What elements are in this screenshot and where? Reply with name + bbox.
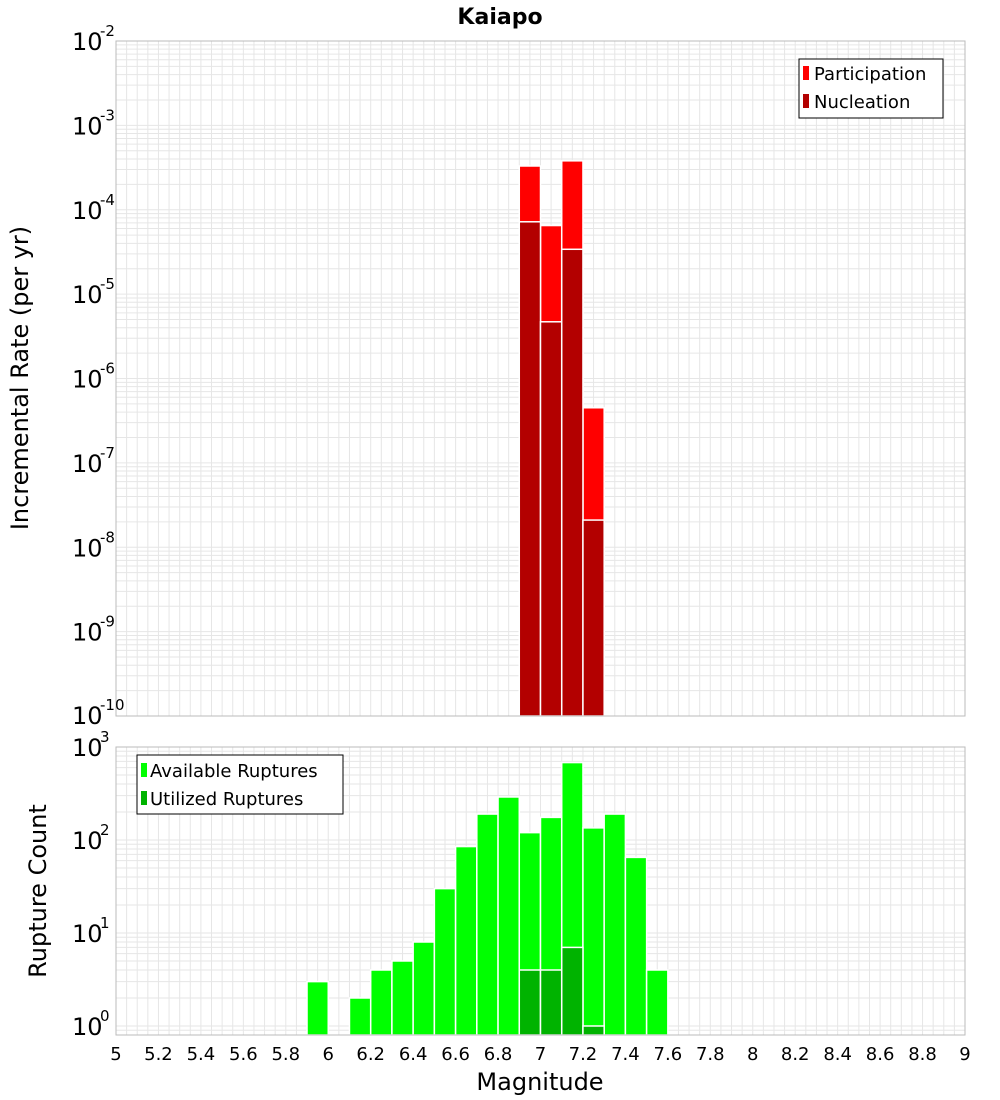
count-legend: Available Ruptures Utilized Ruptures	[136, 754, 344, 815]
rate-bar-nucleation	[560, 248, 584, 717]
count-bar-available-ruptures	[603, 813, 627, 1036]
x-tick-label: 8.2	[781, 1044, 810, 1065]
count-bar-available-ruptures	[348, 997, 372, 1036]
count-bar-available-ruptures	[412, 941, 436, 1036]
x-tick-label: 9	[959, 1044, 970, 1065]
rate-y-tick-exponent: -9	[100, 613, 115, 631]
utilized-ruptures-legend-label: Utilized Ruptures	[150, 789, 303, 810]
chart-title: Kaiapo	[457, 5, 542, 30]
rate-bar-nucleation	[518, 221, 542, 717]
rate-y-tick-exponent: -2	[100, 22, 115, 40]
x-tick-label: 7	[535, 1044, 546, 1065]
count-y-tick-exponent: 1	[100, 914, 110, 932]
x-tick-label: 7.4	[611, 1044, 640, 1065]
count-y-tick-exponent: 2	[100, 821, 110, 839]
count-y-tick-label: 10	[72, 920, 103, 948]
count-bar-available-ruptures	[497, 796, 521, 1036]
count-y-tick-label: 10	[72, 1013, 103, 1041]
x-tick-label: 6	[323, 1044, 334, 1065]
rate-y-tick-exponent: -8	[100, 528, 115, 546]
rate-y-tick-label: 10	[72, 197, 103, 225]
rate-y-tick-exponent: -7	[100, 444, 115, 462]
available-ruptures-legend-label: Available Ruptures	[150, 761, 318, 782]
rate-y-tick-exponent: -3	[100, 106, 115, 124]
rate-y-tick-exponent: -6	[100, 360, 115, 378]
rate-y-tick-label: 10	[72, 619, 103, 647]
count-bar-available-ruptures	[433, 887, 457, 1036]
rate-y-tick-label: 10	[72, 702, 103, 730]
count-y-tick-label: 10	[72, 827, 103, 855]
utilized-ruptures-legend-swatch	[141, 791, 147, 805]
count-y-axis-label: Rupture Count	[24, 804, 52, 978]
x-axis-label: Magnitude	[476, 1068, 603, 1096]
rate-y-tick-label: 10	[72, 366, 103, 394]
x-tick-label: 8	[747, 1044, 758, 1065]
x-tick-label: 6.4	[399, 1044, 428, 1065]
rate-plot-frame	[115, 40, 966, 717]
count-bar-available-ruptures	[369, 969, 393, 1036]
x-tick-label: 6.8	[484, 1044, 513, 1065]
x-tick-label: 5.8	[271, 1044, 300, 1065]
rate-bar-nucleation	[582, 519, 605, 717]
count-y-tick-exponent: 3	[100, 728, 110, 746]
x-tick-label: 7.2	[569, 1044, 598, 1065]
rate-y-tick-label: 10	[72, 28, 103, 56]
rate-y-tick-exponent: -5	[100, 275, 115, 293]
nucleation-legend-swatch	[803, 94, 809, 108]
x-tick-label: 8.8	[908, 1044, 937, 1065]
count-y-tick-exponent: 0	[100, 1007, 110, 1025]
count-bar-utilized-ruptures	[518, 969, 542, 1036]
available-ruptures-legend-swatch	[141, 763, 147, 777]
x-tick-label: 8.4	[823, 1044, 852, 1065]
count-bar-available-ruptures	[454, 845, 478, 1036]
x-tick-label: 5	[110, 1044, 121, 1065]
count-bar-utilized-ruptures	[539, 969, 563, 1036]
count-bar-available-ruptures	[645, 969, 669, 1036]
participation-legend-label: Participation	[814, 64, 926, 85]
count-bar-available-ruptures	[306, 980, 329, 1036]
x-tick-label: 6.6	[441, 1044, 470, 1065]
rate-legend: Participation Nucleation	[798, 58, 944, 119]
rate-y-tick-exponent: -4	[100, 191, 115, 209]
x-tick-label: 6.2	[356, 1044, 385, 1065]
rate-y-tick-label: 10	[72, 450, 103, 478]
x-tick-label: 5.4	[187, 1044, 216, 1065]
x-tick-label: 7.6	[654, 1044, 683, 1065]
count-y-tick-label: 10	[72, 734, 103, 762]
count-bar-available-ruptures	[624, 856, 648, 1036]
count-bar-utilized-ruptures	[560, 946, 584, 1036]
rate-bar-nucleation	[539, 321, 563, 717]
x-tick-label: 7.8	[696, 1044, 725, 1065]
count-bar-available-ruptures	[582, 827, 605, 1036]
rate-y-tick-label: 10	[72, 534, 103, 562]
count-plot-frame	[115, 746, 966, 1036]
count-bar-available-ruptures	[391, 960, 414, 1036]
rate-y-tick-label: 10	[72, 112, 103, 140]
x-tick-label: 5.6	[229, 1044, 258, 1065]
x-tick-label: 5.2	[144, 1044, 173, 1065]
count-bar-utilized-ruptures	[582, 1025, 605, 1036]
rate-legend-box	[798, 58, 944, 119]
rate-y-axis-label: Incremental Rate (per yr)	[6, 226, 34, 530]
rate-panel: 10-210-310-410-510-610-710-810-910-10 In…	[6, 22, 966, 730]
count-legend-box	[136, 754, 344, 815]
x-tick-label: 8.6	[866, 1044, 895, 1065]
participation-legend-swatch	[803, 66, 809, 80]
count-bar-available-ruptures	[476, 813, 499, 1036]
rate-y-tick-exponent: -10	[100, 696, 125, 714]
nucleation-legend-label: Nucleation	[814, 92, 910, 113]
rate-y-tick-label: 10	[72, 281, 103, 309]
